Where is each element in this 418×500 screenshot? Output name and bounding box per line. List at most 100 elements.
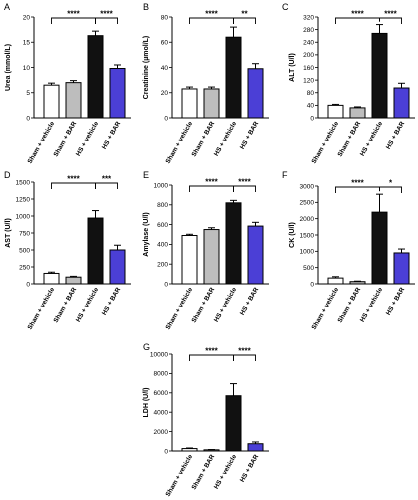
significance-bracket — [379, 17, 402, 24]
significance-label: **** — [67, 175, 80, 184]
panel-letter: A — [4, 2, 10, 12]
bar-sham-bar — [203, 88, 220, 119]
x-category-label: HS + vehicle — [359, 286, 384, 323]
bar-hs-bar — [247, 68, 264, 119]
chart-panel-c: C 0 40 80 120 160 200 240 280 320 ALT (U/l) Sham + … — [282, 2, 415, 165]
x-category-label: Sham + BAR — [191, 286, 217, 324]
bar-sham-vehicle — [327, 104, 344, 119]
x-category-label: HS + BAR — [385, 120, 406, 150]
y-tick-label: 750 — [19, 230, 30, 237]
x-category-label: HS + vehicle — [75, 120, 100, 157]
y-tick-label: 15 — [23, 40, 31, 47]
bar-hs-vehicle — [371, 32, 388, 119]
significance-label: **** — [238, 178, 251, 187]
x-category-label: HS + vehicle — [213, 453, 238, 490]
x-category-label: HS + vehicle — [75, 286, 100, 323]
bar-sham-bar — [65, 276, 82, 285]
significance-label: **** — [351, 179, 364, 188]
bar-sham-bar — [349, 281, 366, 285]
y-tick-label: 2000 — [300, 216, 315, 223]
bar-sham-vehicle — [43, 272, 60, 285]
y-tick-label: 60 — [161, 40, 169, 47]
y-tick-label: 80 — [307, 90, 315, 97]
y-tick-label: 800 — [157, 202, 168, 209]
x-category-label: Sham + vehicle — [311, 286, 341, 331]
significance-bracket — [189, 17, 234, 24]
y-tick-label: 0 — [26, 115, 30, 122]
y-axis-title: AST (U/l) — [5, 218, 12, 248]
x-category-label: Sham + vehicle — [27, 120, 57, 165]
bar-hs-vehicle — [371, 211, 388, 285]
significance-label: ** — [241, 10, 248, 19]
significance-label: **** — [67, 10, 80, 19]
significance-label: **** — [100, 10, 113, 19]
significance-bracket — [379, 186, 402, 193]
y-tick-label: 1500 — [300, 232, 315, 239]
x-category-label: HS + vehicle — [359, 120, 384, 157]
y-tick-label: 160 — [303, 65, 314, 72]
y-tick-label: 0 — [164, 448, 168, 455]
significance-label: **** — [351, 10, 364, 19]
x-category-label: Sham + vehicle — [165, 120, 195, 165]
chart-panel-e: E 0 200 400 600 800 1000 Amylase (U/l) Sham + ve… — [143, 170, 269, 331]
significance-bracket — [233, 185, 256, 192]
significance-bracket — [335, 17, 380, 24]
bar-hs-bar — [393, 252, 410, 285]
significance-bracket — [335, 186, 380, 193]
panel-letter: F — [282, 170, 288, 180]
bar-sham-vehicle — [327, 277, 344, 285]
x-category-label: Sham + vehicle — [27, 286, 57, 331]
y-tick-label: 40 — [307, 103, 315, 110]
y-tick-label: 10 — [23, 65, 31, 72]
x-category-label: Sham + BAR — [191, 120, 217, 158]
y-tick-label: 8000 — [154, 371, 169, 378]
y-tick-label: 280 — [303, 27, 314, 34]
chart-panel-f: F 0 500 1000 1500 2000 2500 3000 CK (U/l) Sham + … — [282, 170, 415, 331]
x-category-label: Sham + vehicle — [311, 120, 341, 165]
y-tick-label: 500 — [19, 247, 30, 254]
x-category-label: Sham + BAR — [337, 120, 363, 158]
bar-hs-vehicle — [225, 36, 242, 119]
bar-sham-vehicle — [181, 88, 198, 119]
y-tick-label: 20 — [23, 14, 31, 21]
significance-label: **** — [205, 178, 218, 187]
bar-sham-bar — [65, 82, 82, 119]
y-tick-label: 20 — [161, 90, 169, 97]
y-tick-label: 2000 — [154, 429, 169, 436]
bar-hs-vehicle — [87, 217, 104, 285]
x-category-label: HS + BAR — [239, 286, 260, 316]
y-tick-label: 3000 — [300, 183, 315, 190]
significance-bracket — [51, 182, 96, 189]
y-tick-label: 40 — [161, 65, 169, 72]
y-tick-label: 320 — [303, 14, 314, 21]
y-tick-label: 0 — [26, 281, 30, 288]
x-category-label: HS + BAR — [239, 453, 260, 483]
x-category-label: Sham + BAR — [191, 453, 217, 491]
bar-hs-vehicle — [225, 202, 242, 285]
significance-bracket — [51, 17, 96, 24]
chart-panel-a: A 0 5 10 15 20 Urea (mmol/L) Sham + vehicleSham… — [4, 2, 131, 165]
bar-hs-bar — [247, 443, 264, 452]
x-category-label: Sham + BAR — [53, 120, 79, 158]
significance-label: * — [389, 179, 393, 188]
significance-bracket — [189, 185, 234, 192]
y-axis-title: ALT (U/l) — [289, 53, 296, 82]
significance-bracket — [95, 17, 118, 24]
panel-letter: E — [143, 170, 149, 180]
chart-panel-g: G 0 2000 4000 6000 8000 10000 LDH (U/l) Sham + v… — [143, 342, 269, 498]
significance-bracket — [233, 354, 256, 361]
y-tick-label: 2500 — [300, 200, 315, 207]
y-tick-label: 250 — [19, 264, 30, 271]
y-axis-title: Amylase (U/l) — [143, 212, 150, 256]
significance-label: **** — [205, 347, 218, 356]
y-tick-label: 1500 — [16, 179, 31, 186]
y-tick-label: 400 — [157, 242, 168, 249]
y-tick-label: 1250 — [16, 196, 31, 203]
panel-letter: C — [282, 2, 289, 12]
y-tick-label: 0 — [164, 115, 168, 122]
y-tick-label: 240 — [303, 40, 314, 47]
chart-panel-b: B 0 20 40 60 80 Creatinine (µmol/L) Sham + vehi… — [143, 2, 269, 165]
x-category-label: HS + BAR — [385, 286, 406, 316]
significance-bracket — [233, 17, 256, 24]
